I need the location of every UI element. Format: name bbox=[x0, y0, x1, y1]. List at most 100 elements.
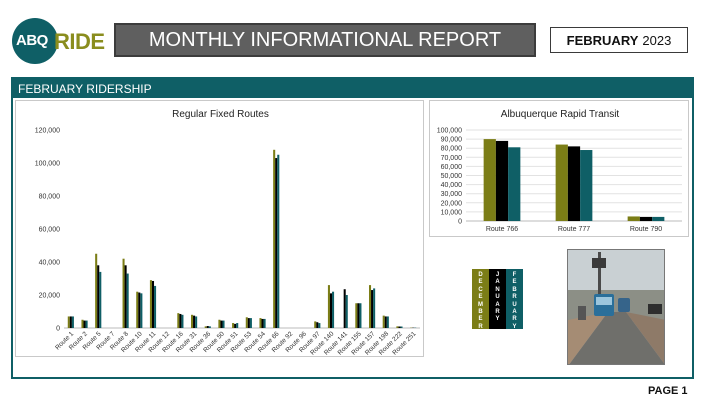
bar bbox=[181, 314, 184, 328]
art-chart-panel: Albuquerque Rapid Transit 0 10,000 20,000 30… bbox=[429, 100, 689, 237]
bar bbox=[329, 293, 333, 328]
y-tick-label: 0 bbox=[458, 219, 462, 226]
bar bbox=[67, 316, 70, 328]
y-tick-label: 20,000 bbox=[39, 293, 61, 300]
bar bbox=[179, 313, 182, 328]
bar bbox=[124, 265, 127, 328]
bus-street-photo-icon bbox=[568, 250, 664, 364]
x-tick-label: Route 766 bbox=[486, 226, 518, 233]
fixed-routes-chart-panel: Regular Fixed Routes 0 20,000 40,000 60,000 8… bbox=[15, 100, 424, 357]
bar bbox=[316, 322, 319, 328]
bar bbox=[190, 314, 194, 328]
y-tick-label: 90,000 bbox=[441, 137, 463, 144]
bar bbox=[95, 253, 98, 328]
bar bbox=[245, 317, 248, 328]
bar bbox=[149, 280, 152, 328]
bar bbox=[359, 303, 362, 328]
bar bbox=[327, 285, 330, 328]
bar bbox=[206, 326, 209, 328]
legend-letter: U bbox=[495, 294, 500, 301]
y-tick-label: 40,000 bbox=[39, 260, 61, 267]
bar bbox=[400, 326, 403, 328]
legend-letter: A bbox=[495, 279, 500, 286]
x-tick-label: Route 790 bbox=[630, 226, 662, 233]
report-title-box: MONTHLY INFORMATIONAL REPORT bbox=[114, 23, 536, 57]
bar bbox=[261, 318, 264, 328]
section-title: FEBRUARY RIDERSHIP bbox=[18, 82, 152, 96]
y-tick-label: 80,000 bbox=[39, 194, 61, 201]
art-chart: Albuquerque Rapid Transit 0 10,000 20,000 30… bbox=[437, 109, 682, 233]
logo-abq-text: ABQ bbox=[16, 32, 48, 49]
bus-photo bbox=[567, 249, 665, 365]
bar bbox=[368, 285, 372, 328]
bar bbox=[234, 323, 237, 328]
bar bbox=[398, 326, 401, 328]
bar bbox=[386, 316, 389, 328]
bar bbox=[652, 216, 665, 221]
legend-letter: E bbox=[478, 294, 483, 301]
bar bbox=[136, 291, 139, 328]
bar bbox=[332, 291, 335, 328]
bar bbox=[222, 320, 225, 328]
bar bbox=[85, 320, 88, 328]
bar bbox=[275, 158, 278, 328]
legend-letter: A bbox=[512, 309, 517, 316]
y-tick-label: 120,000 bbox=[35, 128, 60, 135]
bar bbox=[371, 290, 374, 328]
bar bbox=[483, 139, 496, 221]
report-title: MONTHLY INFORMATIONAL REPORT bbox=[148, 28, 502, 51]
legend-letter: E bbox=[478, 279, 483, 286]
y-tick-label: 30,000 bbox=[441, 191, 463, 198]
bar bbox=[580, 150, 593, 221]
legend-letter: A bbox=[495, 301, 500, 308]
y-tick-label: 70,000 bbox=[441, 155, 463, 162]
bar bbox=[195, 316, 198, 328]
bar bbox=[343, 289, 346, 328]
bar bbox=[122, 258, 125, 328]
bar bbox=[259, 318, 262, 328]
bar bbox=[99, 271, 102, 328]
legend-letter: R bbox=[478, 323, 483, 330]
legend-letter: E bbox=[478, 316, 483, 323]
bar bbox=[273, 149, 276, 328]
y-tick-label: 100,000 bbox=[35, 161, 60, 168]
bar bbox=[345, 295, 348, 328]
legend-letter: R bbox=[512, 316, 517, 323]
bar bbox=[318, 323, 321, 328]
chart-title: Regular Fixed Routes bbox=[172, 109, 269, 120]
chart-title: Albuquerque Rapid Transit bbox=[501, 109, 620, 120]
page-number: PAGE 1 bbox=[648, 385, 688, 397]
bar bbox=[177, 313, 180, 328]
report-month-box: FEBRUARY 2023 bbox=[550, 27, 688, 53]
bar bbox=[495, 140, 509, 221]
bar bbox=[81, 319, 84, 328]
logo-circle bbox=[12, 18, 58, 64]
bar bbox=[232, 323, 235, 328]
bar bbox=[555, 144, 568, 221]
bar bbox=[126, 273, 129, 328]
y-tick-label: 50,000 bbox=[441, 173, 463, 180]
y-tick-label: 20,000 bbox=[441, 200, 463, 207]
bar bbox=[567, 146, 581, 221]
legend-letter: J bbox=[495, 272, 500, 278]
legend-letter: C bbox=[478, 286, 483, 293]
bar bbox=[357, 303, 360, 328]
y-tick-label: 60,000 bbox=[39, 227, 61, 234]
bar bbox=[204, 326, 207, 328]
bar bbox=[314, 321, 317, 328]
logo-ride-text: RIDE bbox=[54, 29, 105, 54]
legend-letter: Y bbox=[495, 316, 500, 323]
bar bbox=[69, 316, 72, 328]
legend-letter: D bbox=[478, 272, 483, 278]
ridership-section: FEBRUARY RIDERSHIP bbox=[11, 77, 694, 379]
y-tick-label: 80,000 bbox=[441, 146, 463, 153]
bar bbox=[508, 147, 521, 221]
x-tick-label: Route 777 bbox=[558, 226, 590, 233]
bar bbox=[249, 318, 252, 328]
y-tick-label: 40,000 bbox=[441, 182, 463, 189]
bar bbox=[71, 316, 74, 328]
